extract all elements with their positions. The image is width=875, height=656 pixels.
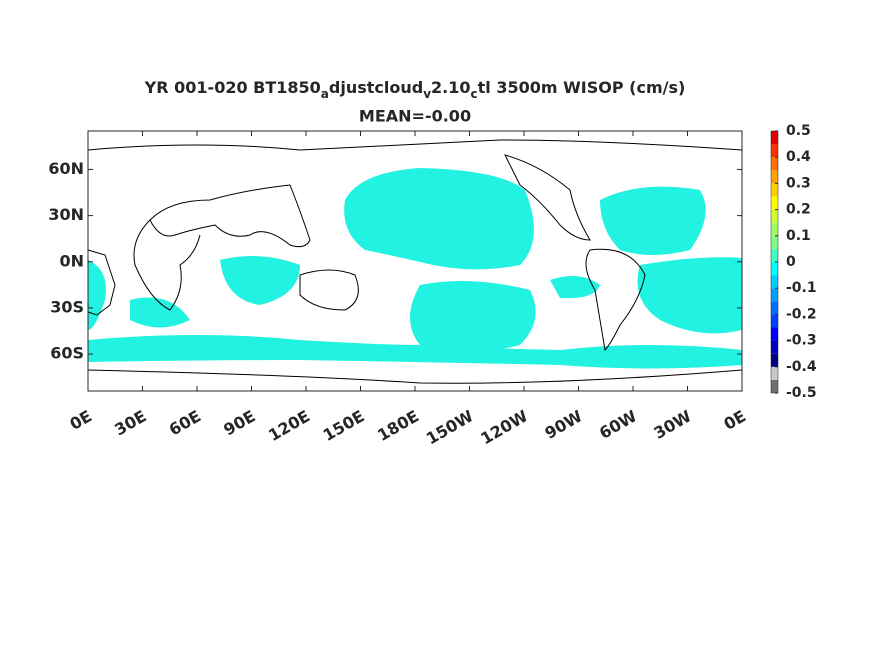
x-tick-label: 120W (477, 406, 531, 448)
colorbar-swatch (771, 262, 778, 276)
x-tick-label: 60W (596, 406, 640, 443)
colorbar-tick-label: 0.1 (786, 228, 811, 244)
colorbar-swatch (771, 209, 778, 223)
coastlines (87, 139, 743, 384)
title-subscript: v (423, 87, 431, 101)
colorbar-swatch (771, 196, 778, 210)
colorbar-swatch (771, 379, 778, 393)
x-tick-label: 90W (541, 406, 585, 443)
colorbar-swatch (771, 248, 778, 262)
y-tick-label: 30S (50, 297, 84, 316)
colorbar-tick-label: 0.2 (786, 202, 811, 218)
colorbar-tick-label: 0 (786, 254, 796, 270)
colorbar-swatch (771, 131, 778, 145)
colorbar-swatch (771, 157, 778, 171)
colorbar-swatch (771, 340, 778, 354)
title-part: tl 3500m WISOP (cm/s) (478, 78, 686, 97)
subtitle: MEAN=-0.00 (359, 107, 471, 126)
colorbar-swatch (771, 327, 778, 341)
y-tick-label: 60N (48, 159, 84, 178)
title-subscript: c (471, 87, 478, 101)
x-tick-label: 0E (720, 406, 749, 433)
colorbar-tick-label: -0.3 (786, 333, 817, 349)
y-tick-label: 30N (48, 205, 84, 224)
x-tick-label: 180E (374, 406, 422, 445)
x-tick-label: 30W (650, 406, 694, 443)
colorbar-swatch (771, 275, 778, 289)
y-tick-label: 60S (50, 344, 84, 363)
x-tick-label: 60E (166, 406, 204, 439)
x-tick-label: 90E (220, 406, 258, 439)
colorbar-tick-label: 0.5 (786, 123, 811, 139)
colorbar-swatch (771, 235, 778, 249)
y-tick-label: 0N (59, 251, 84, 270)
x-tick-label: 150E (320, 406, 368, 445)
field-shading (88, 168, 742, 369)
colorbar-swatch (771, 288, 778, 302)
x-tick-label: 0E (66, 406, 95, 433)
map-area (87, 130, 743, 392)
title-part: YR 001-020 BT1850 (144, 78, 321, 97)
title: YR 001-020 BT1850adjustcloudv2.10ctl 350… (144, 78, 686, 101)
colorbar-tick-label: -0.4 (786, 359, 817, 375)
colorbar-swatch (771, 170, 778, 184)
colorbar-tick-label: 0.4 (786, 149, 811, 165)
colorbar-swatch (771, 222, 778, 236)
colorbar-swatch (771, 301, 778, 315)
colorbar-tick-label: -0.5 (786, 385, 817, 401)
x-tick-label: 150W (423, 406, 477, 448)
x-tick-label: 120E (265, 406, 313, 445)
colorbar-swatch (771, 353, 778, 367)
colorbar-swatch (771, 183, 778, 197)
title-part: djustcloud (329, 78, 423, 97)
x-tick-label: 30E (111, 406, 149, 439)
title-subscript: a (321, 87, 329, 101)
colorbar-tick-label: 0.3 (786, 175, 811, 191)
colorbar-tick-label: -0.2 (786, 306, 817, 322)
colorbar-tick-label: -0.1 (786, 280, 817, 296)
colorbar-swatch (771, 366, 778, 380)
colorbar-swatch (771, 144, 778, 158)
title-part: 2.10 (431, 78, 470, 97)
colorbar-swatch (771, 314, 778, 328)
